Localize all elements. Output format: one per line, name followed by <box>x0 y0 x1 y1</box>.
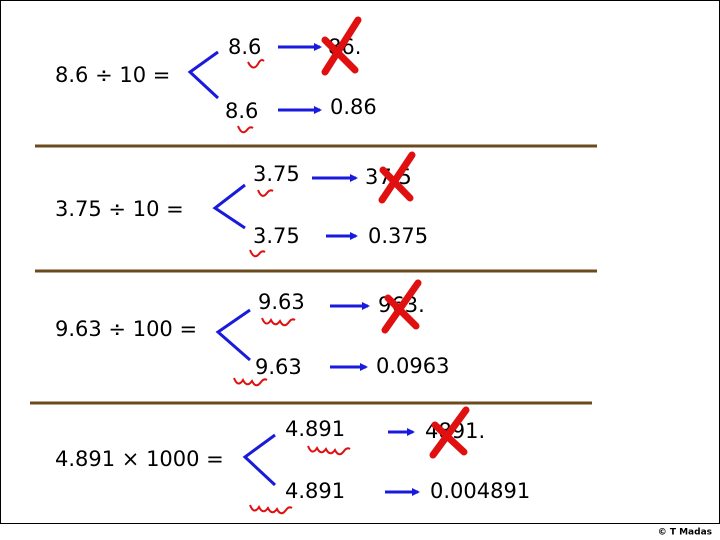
correct-result: 0.86 <box>330 95 377 119</box>
value: 8.6 <box>225 99 258 123</box>
value: 3.75 <box>253 224 300 248</box>
correct-result: 0.0963 <box>376 354 449 378</box>
cross <box>381 279 422 334</box>
squiggle <box>249 249 266 258</box>
fork <box>212 183 246 230</box>
expression: 4.891 × 1000 = <box>55 447 224 471</box>
value: 9.63 <box>258 290 305 314</box>
value: 3.75 <box>253 162 300 186</box>
correct-result: 0.004891 <box>430 479 530 503</box>
fork <box>215 308 251 362</box>
value: 4.891 <box>285 417 345 441</box>
squiggle <box>237 125 254 134</box>
cross <box>429 406 470 459</box>
squiggle <box>249 504 293 515</box>
squiggle <box>307 445 351 456</box>
value: 9.63 <box>255 355 302 379</box>
fork <box>187 50 220 100</box>
correct-result: 0.375 <box>368 224 428 248</box>
expression: 8.6 ÷ 10 = <box>55 63 170 87</box>
value: 8.6 <box>228 35 261 59</box>
cross <box>378 151 416 204</box>
squiggle <box>261 317 296 327</box>
expression: 9.63 ÷ 100 = <box>55 317 197 341</box>
fork <box>242 433 277 487</box>
footer: © T Madas <box>658 528 712 538</box>
squiggle <box>233 377 268 387</box>
expression: 3.75 ÷ 10 = <box>55 197 184 221</box>
cross <box>321 16 362 76</box>
squiggle <box>247 59 265 69</box>
value: 4.891 <box>285 479 345 503</box>
squiggle <box>257 189 274 197</box>
